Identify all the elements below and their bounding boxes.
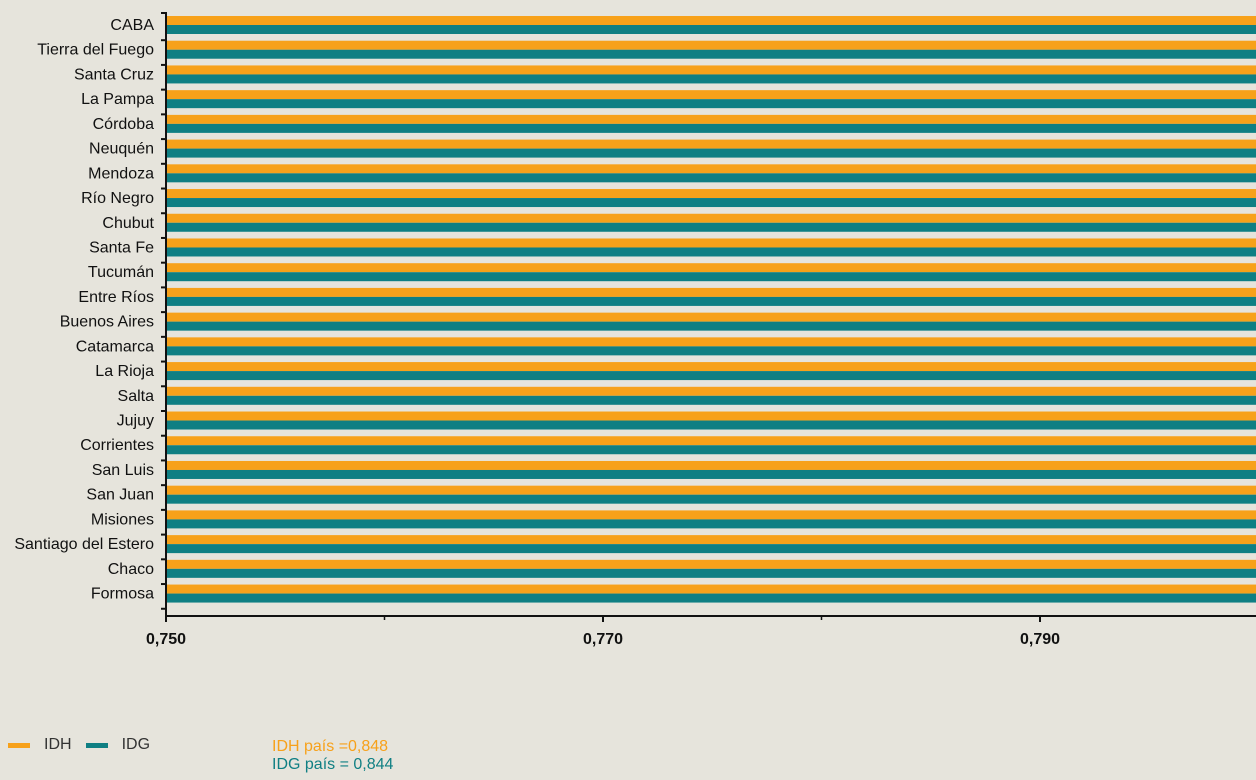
legend: IDH IDG — [8, 736, 164, 754]
category-label-salta: Salta — [118, 388, 155, 405]
country-values-notes: IDH país =0,848 IDG país = 0,844 — [272, 738, 393, 774]
bar-idh-neuquen — [166, 139, 1256, 149]
category-label-san-juan: San Juan — [86, 487, 154, 504]
bar-idg-rio-negro — [166, 198, 1256, 208]
bar-idh-tucuman — [166, 263, 1256, 273]
category-label-misiones: Misiones — [91, 511, 154, 528]
bar-idg-misiones — [166, 519, 1256, 529]
bar-idh-corrientes — [166, 436, 1256, 446]
category-label-neuquen: Neuquén — [89, 141, 154, 158]
bar-idg-mendoza — [166, 173, 1256, 183]
category-label-chaco: Chaco — [108, 561, 154, 578]
bar-idh-santa-fe — [166, 238, 1256, 248]
category-label-formosa: Formosa — [91, 586, 154, 603]
bar-idg-chubut — [166, 222, 1256, 232]
bar-idg-santa-cruz — [166, 74, 1256, 84]
bar-idh-caba — [166, 16, 1256, 25]
bar-idh-la-rioja — [166, 362, 1256, 372]
bar-idg-tierra-del-fuego — [166, 49, 1256, 59]
category-label-tierra-del-fuego: Tierra del Fuego — [37, 42, 154, 59]
legend-swatch-idg — [85, 742, 108, 748]
legend-label-idg: IDG — [121, 736, 151, 753]
category-label-buenos-aires: Buenos Aires — [60, 314, 154, 331]
note-idh-pais: IDH país =0,848 — [272, 738, 389, 755]
bar-idg-cordoba — [166, 123, 1256, 133]
bar-idh-la-pampa — [166, 90, 1256, 100]
legend-item-idh: IDH — [8, 736, 72, 754]
bar-idh-chubut — [166, 213, 1256, 223]
bar-idh-santa-cruz — [166, 65, 1256, 75]
category-label-tucuman: Tucumán — [88, 264, 154, 281]
axes-group — [161, 12, 1256, 622]
category-label-san-luis: San Luis — [92, 462, 154, 479]
category-label-jujuy: Jujuy — [117, 413, 154, 430]
bar-idg-santa-fe — [166, 247, 1256, 257]
bar-idh-tierra-del-fuego — [166, 40, 1256, 50]
bar-idh-rio-negro — [166, 189, 1256, 199]
legend-swatch-idh — [8, 742, 30, 748]
bar-idg-formosa — [166, 593, 1256, 603]
category-label-corrientes: Corrientes — [80, 437, 154, 454]
bar-idh-entre-rios — [166, 287, 1256, 297]
bar-idg-chaco — [166, 568, 1256, 578]
bar-idh-salta — [166, 386, 1256, 396]
x-tick-label: 0,770 — [583, 631, 623, 648]
bar-idh-mendoza — [166, 164, 1256, 174]
bar-idh-san-juan — [166, 485, 1256, 495]
x-tick-label: 0,790 — [1020, 631, 1060, 648]
x-tick-label: 0,750 — [146, 631, 186, 648]
category-label-catamarca: Catamarca — [76, 338, 154, 355]
bar-idg-salta — [166, 395, 1256, 405]
bar-idg-la-rioja — [166, 371, 1256, 381]
category-label-santa-fe: Santa Fe — [89, 239, 154, 256]
category-label-santa-cruz: Santa Cruz — [74, 66, 154, 83]
bar-idg-san-luis — [166, 469, 1256, 479]
category-label-caba: CABA — [110, 17, 154, 34]
category-label-mendoza: Mendoza — [88, 165, 154, 182]
bar-idh-misiones — [166, 510, 1256, 520]
bars-group — [166, 16, 1256, 603]
category-label-cordoba: Córdoba — [93, 116, 154, 133]
category-labels-group: CABA Tierra del Fuego Santa Cruz La Pampa Có… — [14, 17, 154, 603]
bar-chart: CABA Tierra del Fuego Santa Cruz La Pampa Có… — [14, 12, 1256, 648]
bar-idh-cordoba — [166, 114, 1256, 124]
bar-idg-jujuy — [166, 420, 1256, 430]
bar-idg-caba — [166, 25, 1256, 34]
bar-idh-catamarca — [166, 337, 1256, 347]
category-label-la-rioja: La Rioja — [95, 363, 154, 380]
bar-idg-santiago-del-estero — [166, 544, 1256, 554]
bar-idg-buenos-aires — [166, 321, 1256, 331]
bar-idh-santiago-del-estero — [166, 535, 1256, 545]
category-label-entre-rios: Entre Ríos — [78, 289, 154, 306]
bar-idg-san-juan — [166, 494, 1256, 504]
category-label-chubut: Chubut — [102, 215, 154, 232]
legend-label-idh: IDH — [44, 736, 72, 753]
bar-idh-jujuy — [166, 411, 1256, 421]
bar-idg-catamarca — [166, 346, 1256, 356]
bar-idg-tucuman — [166, 272, 1256, 282]
bar-idg-neuquen — [166, 148, 1256, 158]
bar-idh-buenos-aires — [166, 312, 1256, 322]
category-label-la-pampa: La Pampa — [81, 91, 154, 108]
bar-idg-entre-rios — [166, 296, 1256, 306]
bar-idh-chaco — [166, 559, 1256, 569]
bar-idh-san-luis — [166, 460, 1256, 470]
category-label-santiago-del-estero: Santiago del Estero — [14, 536, 154, 553]
category-label-rio-negro: Río Negro — [81, 190, 154, 207]
note-idg-pais: IDG país = 0,844 — [272, 756, 394, 773]
bar-idg-corrientes — [166, 445, 1256, 455]
bar-idh-formosa — [166, 584, 1256, 594]
bar-idg-la-pampa — [166, 99, 1256, 109]
legend-item-idg: IDG — [85, 736, 151, 754]
